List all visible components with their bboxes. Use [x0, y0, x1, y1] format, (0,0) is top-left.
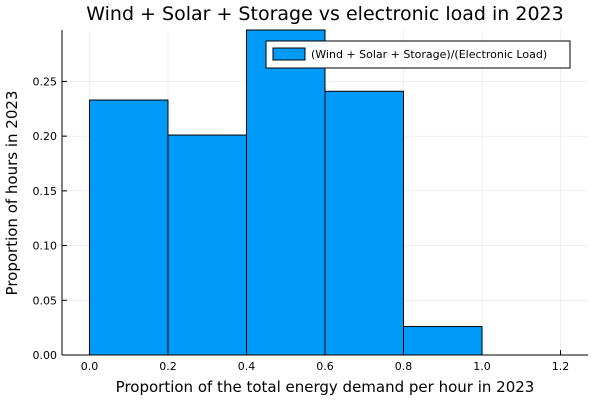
x-tick-label: 0.8 — [395, 360, 413, 373]
y-tick-label: 0.05 — [33, 294, 58, 307]
bar-1 — [167, 134, 247, 356]
bar-4 — [403, 326, 483, 356]
x-tick-label: 1.2 — [552, 360, 570, 373]
bar-2 — [245, 29, 326, 356]
legend-box — [265, 40, 571, 69]
legend-swatch — [272, 47, 306, 61]
x-axis-ticks: 0.0 0.2 0.4 0.6 0.8 1.0 1.2 — [81, 350, 570, 373]
chart-title: Wind + Solar + Storage vs electronic loa… — [86, 3, 563, 25]
y-tick-label: 0.20 — [33, 130, 58, 143]
y-tick-label: 0.00 — [33, 349, 58, 362]
y-tick-label: 0.15 — [33, 185, 58, 198]
bar-3 — [324, 90, 405, 356]
x-tick-label: 0.6 — [316, 360, 334, 373]
x-tick-label: 0.0 — [81, 360, 99, 373]
x-axis-label: Proportion of the total energy demand pe… — [116, 378, 535, 396]
x-tick-label: 1.0 — [473, 360, 491, 373]
legend: (Wind + Solar + Storage)/(Electronic Loa… — [265, 40, 571, 69]
y-axis-ticks: 0.00 0.05 0.10 0.15 0.20 0.25 — [33, 75, 67, 362]
legend-label: (Wind + Solar + Storage)/(Electronic Loa… — [311, 48, 547, 61]
bars — [88, 29, 483, 356]
y-axis-label: Proportion of hours in 2023 — [3, 91, 21, 296]
y-tick-label: 0.25 — [33, 75, 58, 88]
y-tick-label: 0.10 — [33, 240, 58, 253]
x-tick-label: 0.4 — [238, 360, 256, 373]
x-tick-label: 0.2 — [159, 360, 177, 373]
bar-0 — [88, 99, 169, 356]
